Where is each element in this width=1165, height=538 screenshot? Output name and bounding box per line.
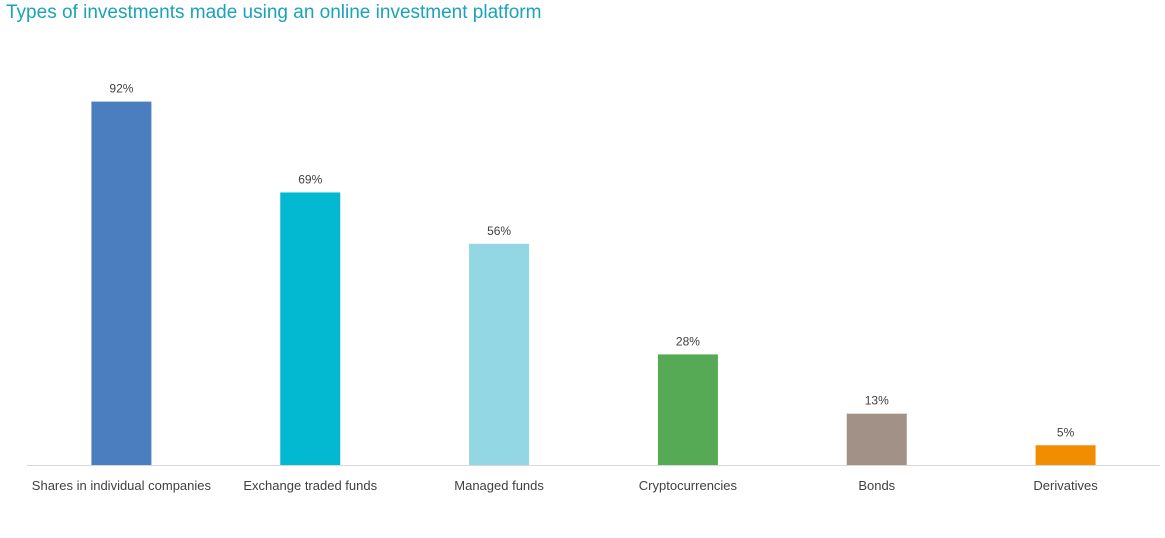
bar-3 xyxy=(657,354,718,465)
bars-group xyxy=(91,101,1096,465)
bar-value-label-5: 5% xyxy=(1057,425,1075,439)
value-labels-group: 92% 69% 56% 28% 13% 5% xyxy=(109,82,1074,440)
bar-5 xyxy=(1035,445,1096,465)
chart-title: Types of investments made using an onlin… xyxy=(6,2,542,23)
bar-4 xyxy=(846,413,907,465)
bar-value-label-0: 92% xyxy=(109,82,133,96)
category-labels-group: Shares in individual companies Exchange t… xyxy=(32,478,1098,493)
category-label-2: Managed funds xyxy=(454,478,544,493)
category-label-1: Exchange traded funds xyxy=(243,478,377,493)
bar-value-label-3: 28% xyxy=(676,334,700,348)
category-label-3: Cryptocurrencies xyxy=(639,478,738,493)
bar-value-label-4: 13% xyxy=(865,394,889,408)
bar-1 xyxy=(280,192,341,465)
category-label-0: Shares in individual companies xyxy=(32,478,212,493)
bar-0 xyxy=(91,101,152,465)
bar-2 xyxy=(469,243,530,465)
bar-value-label-2: 56% xyxy=(487,224,511,238)
category-label-5: Derivatives xyxy=(1033,478,1098,493)
category-label-4: Bonds xyxy=(858,478,895,493)
bar-value-label-1: 69% xyxy=(298,172,322,186)
